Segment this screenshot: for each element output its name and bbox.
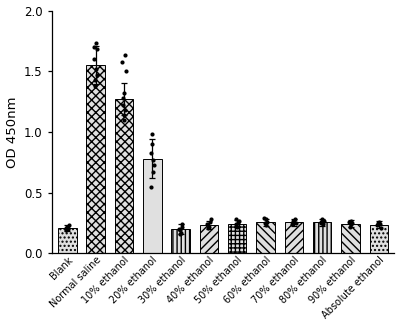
Point [94, 72, 100, 78]
Point [65, 227, 72, 232]
Point [264, 219, 270, 224]
Point [93, 41, 100, 46]
Point [62, 228, 69, 233]
Bar [285, 222, 303, 253]
Point [150, 157, 156, 162]
Point [150, 170, 157, 175]
Point [289, 222, 296, 227]
Point [66, 223, 72, 228]
Point [93, 66, 99, 71]
Point [318, 220, 324, 226]
Point [346, 219, 352, 224]
Point [262, 220, 268, 226]
Bar [172, 229, 190, 253]
Point [206, 224, 212, 229]
Bar [115, 99, 133, 253]
Point [376, 219, 382, 224]
Bar [143, 159, 162, 253]
Point [261, 215, 267, 221]
Bar [313, 222, 332, 253]
Point [321, 218, 327, 223]
Point [120, 96, 126, 101]
Point [148, 184, 154, 189]
Point [374, 223, 380, 228]
Y-axis label: OD 450nm: OD 450nm [6, 96, 18, 168]
Point [149, 141, 156, 147]
Point [236, 218, 242, 223]
Point [208, 217, 214, 222]
Point [176, 231, 183, 237]
Bar [228, 224, 246, 253]
Point [91, 44, 98, 50]
Point [290, 218, 296, 223]
Point [178, 230, 184, 235]
Point [319, 217, 326, 222]
Point [377, 225, 384, 230]
Point [349, 220, 356, 226]
Bar [200, 225, 218, 253]
Point [91, 56, 97, 62]
Point [178, 222, 185, 227]
Point [94, 47, 100, 52]
Point [122, 53, 128, 58]
Bar [86, 65, 105, 253]
Point [151, 162, 157, 167]
Point [348, 218, 354, 223]
Point [92, 83, 98, 88]
Point [292, 220, 299, 226]
Point [232, 222, 239, 227]
Point [122, 69, 129, 74]
Point [263, 223, 270, 228]
Point [148, 150, 154, 155]
Point [233, 217, 240, 222]
Bar [341, 224, 360, 253]
Point [347, 222, 354, 227]
Bar [370, 225, 388, 253]
Point [148, 132, 155, 137]
Point [63, 225, 70, 230]
Point [204, 222, 210, 227]
Point [120, 91, 127, 96]
Point [205, 225, 211, 230]
Point [179, 224, 186, 229]
Point [320, 222, 326, 227]
Point [119, 59, 126, 64]
Point [317, 219, 324, 224]
Point [292, 217, 298, 222]
Point [121, 112, 128, 118]
Point [291, 219, 297, 224]
Point [176, 227, 182, 232]
Point [177, 228, 184, 233]
Point [120, 103, 126, 108]
Point [376, 222, 383, 227]
Point [234, 224, 240, 229]
Point [121, 117, 127, 123]
Bar [256, 222, 275, 253]
Point [64, 224, 70, 229]
Point [92, 77, 99, 82]
Point [64, 225, 71, 230]
Point [262, 217, 269, 222]
Point [206, 219, 213, 224]
Point [235, 220, 241, 226]
Bar [58, 228, 76, 253]
Point [122, 108, 128, 113]
Point [346, 224, 353, 229]
Point [375, 220, 381, 226]
